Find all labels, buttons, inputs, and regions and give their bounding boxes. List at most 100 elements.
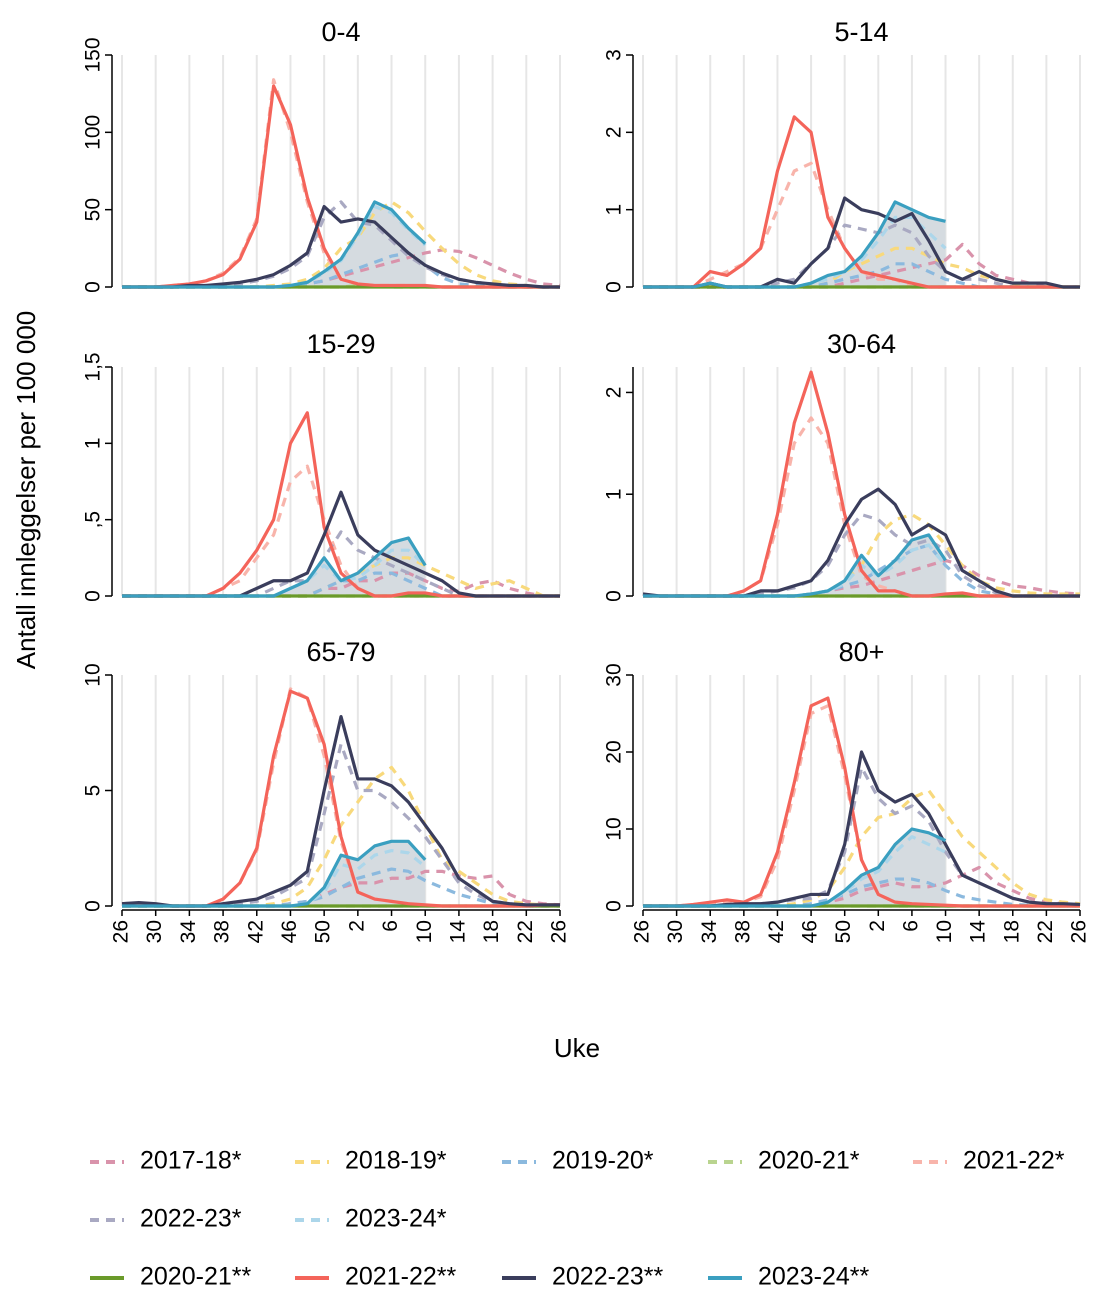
series-line bbox=[643, 533, 947, 598]
x-tick-label: 30 bbox=[143, 920, 166, 943]
series-line bbox=[122, 530, 560, 598]
legend-label: 2018-19* bbox=[345, 1147, 447, 1175]
y-tick-label: 0 bbox=[603, 590, 626, 602]
legend-label: 2020-21** bbox=[140, 1263, 251, 1291]
series-line bbox=[122, 765, 560, 908]
legend-label: 2021-22* bbox=[963, 1147, 1065, 1175]
y-tick-label: 20 bbox=[603, 740, 626, 763]
series-line bbox=[643, 696, 1080, 908]
x-tick-label: 2 bbox=[345, 920, 368, 932]
panel-title: 80+ bbox=[839, 637, 885, 667]
panel: 0-4 0 50 100 150 bbox=[82, 17, 561, 293]
x-tick-label: 6 bbox=[899, 920, 922, 932]
area bbox=[122, 537, 426, 596]
x-tick-label: 30 bbox=[664, 920, 687, 943]
y-tick-label: 0 bbox=[603, 281, 626, 293]
x-tick-label: 14 bbox=[967, 920, 990, 944]
area bbox=[643, 829, 946, 906]
x-axis-label: Uke bbox=[554, 1033, 600, 1063]
x-tick-label: 50 bbox=[312, 920, 335, 943]
x-tick-label: 14 bbox=[446, 920, 469, 944]
y-tick-label: 10 bbox=[603, 817, 626, 840]
x-tick-label: 42 bbox=[244, 920, 267, 943]
y-tick-label: 1,5 bbox=[82, 352, 105, 381]
x-tick-label: 2 bbox=[866, 920, 889, 932]
series-line bbox=[122, 536, 427, 598]
panel-title: 15-29 bbox=[306, 329, 375, 359]
legend-item: 2023-24* bbox=[295, 1205, 447, 1233]
y-tick-label: 10 bbox=[82, 663, 105, 686]
series-line bbox=[643, 115, 1080, 289]
series-line bbox=[122, 84, 560, 289]
y-tick-label: 150 bbox=[82, 37, 105, 72]
y-tick-label: 1 bbox=[603, 488, 626, 500]
x-tick-label: 50 bbox=[832, 920, 855, 943]
y-tick-label: 0 bbox=[82, 590, 105, 602]
x-tick-label: 6 bbox=[379, 920, 402, 932]
y-tick-label: 1 bbox=[82, 437, 105, 449]
series-line bbox=[122, 571, 560, 598]
legend-label: 2022-23* bbox=[140, 1205, 242, 1233]
legend-label: 2021-22** bbox=[345, 1263, 456, 1291]
x-tick-label: 38 bbox=[731, 920, 754, 943]
y-tick-label: 3 bbox=[603, 49, 626, 61]
x-tick-label: 22 bbox=[1034, 920, 1057, 943]
legend-item: 2021-22** bbox=[295, 1263, 456, 1291]
series-line bbox=[122, 200, 427, 289]
x-tick-label: 26 bbox=[631, 920, 654, 943]
legend-label: 2023-24** bbox=[758, 1263, 869, 1291]
y-tick-label: 0 bbox=[82, 281, 105, 293]
series-line bbox=[122, 200, 560, 289]
series-line bbox=[122, 839, 427, 908]
y-axis-label: Antall innleggelser per 100 000 bbox=[11, 311, 41, 669]
x-tick-label: 34 bbox=[177, 920, 200, 944]
x-tick-label: 26 bbox=[110, 920, 133, 943]
series-line bbox=[122, 200, 560, 289]
series-line bbox=[643, 827, 947, 908]
x-tick-label: 18 bbox=[480, 920, 503, 943]
panel-title: 65-79 bbox=[306, 637, 375, 667]
legend-label: 2023-24* bbox=[345, 1205, 447, 1233]
legend-item: 2018-19* bbox=[295, 1147, 447, 1175]
y-tick-label: 100 bbox=[82, 115, 105, 150]
legend-item: 2019-20* bbox=[502, 1147, 654, 1175]
x-tick-label: 10 bbox=[933, 920, 956, 943]
x-tick-label: 46 bbox=[278, 920, 301, 943]
x-tick-label: 18 bbox=[1000, 920, 1023, 943]
series-line bbox=[122, 78, 560, 289]
y-tick-label: 30 bbox=[603, 663, 626, 686]
x-tick-label: 26 bbox=[548, 920, 571, 943]
y-tick-label: 0 bbox=[82, 900, 105, 912]
legend-item: 2020-21* bbox=[708, 1147, 860, 1175]
series-line bbox=[122, 869, 561, 908]
panel-title: 30-64 bbox=[827, 329, 896, 359]
x-tick-label: 22 bbox=[514, 920, 537, 943]
y-tick-label: 1 bbox=[603, 204, 626, 216]
y-tick-label: 2 bbox=[603, 387, 626, 399]
x-tick-label: 46 bbox=[799, 920, 822, 943]
legend-label: 2020-21* bbox=[758, 1147, 860, 1175]
y-tick-label: 0 bbox=[603, 900, 626, 912]
area bbox=[122, 841, 426, 906]
y-tick-label: ,5 bbox=[82, 511, 105, 529]
panel: 5-14 0 1 2 3 bbox=[603, 17, 1081, 293]
y-tick-label: 50 bbox=[82, 198, 105, 221]
x-tick-label: 38 bbox=[211, 920, 234, 943]
legend-label: 2022-23** bbox=[552, 1263, 663, 1291]
x-tick-label: 10 bbox=[413, 920, 436, 943]
legend-item: 2022-23* bbox=[90, 1205, 242, 1233]
legend-item: 2023-24** bbox=[708, 1263, 869, 1291]
x-tick-label: 34 bbox=[698, 920, 721, 944]
x-tick-label: 26 bbox=[1068, 920, 1091, 943]
series-line bbox=[122, 411, 560, 598]
panel-title: 5-14 bbox=[834, 17, 888, 47]
series-line bbox=[122, 248, 561, 289]
legend-item: 2022-23** bbox=[502, 1263, 663, 1291]
x-tick-label: 42 bbox=[765, 920, 788, 943]
legend-item: 2020-21** bbox=[90, 1263, 251, 1291]
legend-item: 2017-18* bbox=[90, 1147, 242, 1175]
y-tick-label: 5 bbox=[82, 785, 105, 797]
